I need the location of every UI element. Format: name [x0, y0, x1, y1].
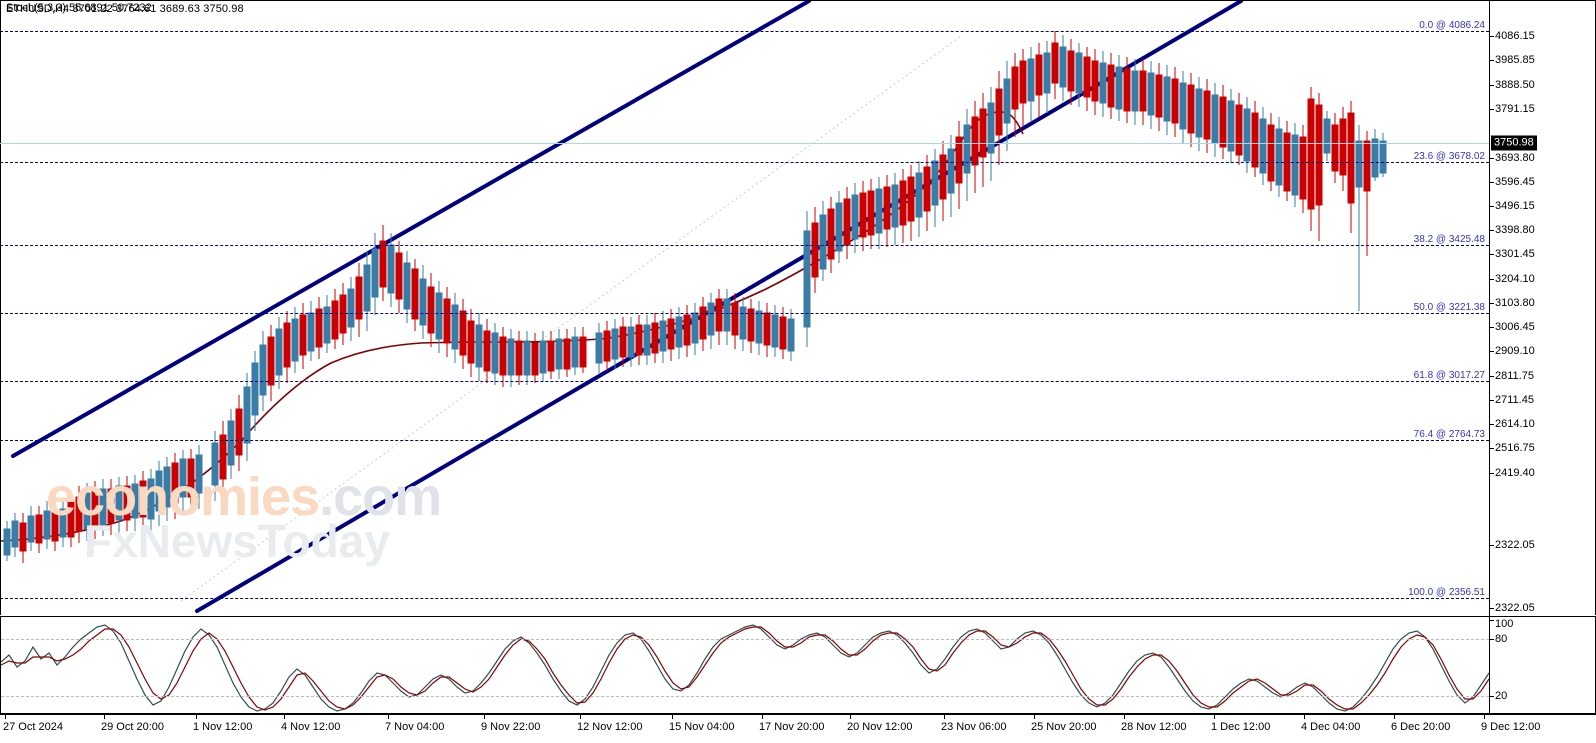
fib-label-500: 50.0 @ 3221.38 [1413, 302, 1485, 313]
fib-label-618: 61.8 @ 3017.27 [1413, 370, 1485, 381]
time-tick-13: 1 Dec 12:00 [1211, 721, 1271, 733]
dotted-trendline [180, 35, 962, 602]
price-tick-4: 3693.80 [1495, 152, 1535, 164]
price-tick-10: 3103.80 [1495, 297, 1535, 309]
time-tick-0: 27 Oct 2024 [3, 721, 63, 733]
price-tick-8: 3301.45 [1495, 248, 1535, 260]
fib-label-764: 76.4 @ 2764.73 [1413, 429, 1485, 440]
stoch-grid-80 [1, 639, 1489, 640]
price-tick-14: 2711.45 [1495, 394, 1534, 406]
fib-label-236: 23.6 @ 3678.02 [1413, 151, 1485, 162]
fib-line-1000 [0, 598, 1489, 599]
time-tick-7: 15 Nov 04:00 [669, 721, 735, 733]
stoch-tick-100: 100 [1495, 618, 1514, 630]
price-tick-16: 2516.75 [1495, 442, 1535, 454]
fib-line-382 [0, 245, 1489, 246]
price-tick-12: 2909.10 [1495, 345, 1535, 357]
price-tick-18: 2322.05 [1495, 539, 1535, 551]
price-plot-area[interactable] [1, 1, 1489, 614]
current-price-badge: 3750.98 [1491, 135, 1537, 151]
chart-header-label: ETHUSD,H4 3701.22 3764.61 3689.63 3750.9… [6, 3, 244, 15]
fib-label-382: 38.2 @ 3425.48 [1413, 234, 1485, 245]
fib-line-500 [0, 313, 1489, 314]
time-tick-11: 25 Nov 20:00 [1031, 721, 1097, 733]
time-tick-9: 20 Nov 12:00 [847, 721, 913, 733]
price-tick-15: 2614.10 [1495, 418, 1535, 430]
price-tick-0: 4086.15 [1495, 30, 1535, 42]
price-tick-11: 3006.45 [1495, 321, 1535, 333]
stoch-grid-20 [1, 696, 1489, 697]
time-tick-10: 23 Nov 06:00 [941, 721, 1007, 733]
time-tick-8: 17 Nov 20:00 [759, 721, 825, 733]
axis-separator [1489, 0, 1490, 714]
candlestick-series [3, 31, 1387, 563]
channel-upper-line [11, 1, 811, 458]
price-tick-9: 3204.10 [1495, 273, 1535, 285]
price-tick-13: 2811.75 [1495, 370, 1534, 382]
time-tick-4: 7 Nov 04:00 [385, 721, 445, 733]
stochastic-label: Stoch(5,3,3) 55.6891 50.7232 [6, 2, 152, 14]
current-price-line [0, 143, 1489, 144]
fib-label-1000: 100.0 @ 2356.51 [1408, 587, 1485, 598]
stoch-k-line [1, 624, 1489, 712]
moving-average-line [1, 111, 1024, 542]
time-tick-6: 12 Nov 12:00 [577, 721, 643, 733]
fib-label-0: 0.0 @ 4086.24 [1419, 20, 1485, 31]
time-tick-14: 4 Dec 04:00 [1301, 721, 1361, 733]
time-tick-12: 28 Nov 12:00 [1121, 721, 1187, 733]
time-tick-2: 1 Nov 12:00 [193, 721, 253, 733]
fib-line-0 [0, 31, 1489, 32]
stoch-d-line [1, 626, 1489, 711]
price-tick-6: 3496.15 [1495, 200, 1535, 212]
fib-line-764 [0, 440, 1489, 441]
time-tick-5: 9 Nov 22:00 [481, 721, 541, 733]
price-tick-last: 2322.05 [1495, 602, 1535, 614]
time-tick-16: 9 Dec 12:00 [1481, 721, 1541, 733]
price-tick-3: 3791.15 [1495, 103, 1535, 115]
stochastic-plot-area[interactable] [1, 617, 1489, 713]
price-chart-svg [1, 1, 1387, 613]
time-axis: 27 Oct 2024 29 Oct 20:00 1 Nov 12:00 4 N… [0, 714, 1596, 743]
price-tick-2: 3888.50 [1495, 79, 1535, 91]
price-tick-17: 2419.40 [1495, 467, 1535, 479]
time-tick-3: 4 Nov 12:00 [281, 721, 341, 733]
fib-line-236 [0, 162, 1489, 163]
price-tick-1: 3985.85 [1495, 54, 1535, 66]
price-tick-7: 3398.80 [1495, 224, 1535, 236]
stoch-tick-20: 20 [1495, 690, 1508, 702]
fib-line-618 [0, 381, 1489, 382]
stochastic-svg [1, 624, 1489, 712]
time-tick-15: 6 Dec 20:00 [1391, 721, 1451, 733]
price-tick-5: 3596.45 [1495, 176, 1535, 188]
stoch-tick-80: 80 [1495, 633, 1508, 645]
time-tick-1: 29 Oct 20:00 [101, 721, 164, 733]
